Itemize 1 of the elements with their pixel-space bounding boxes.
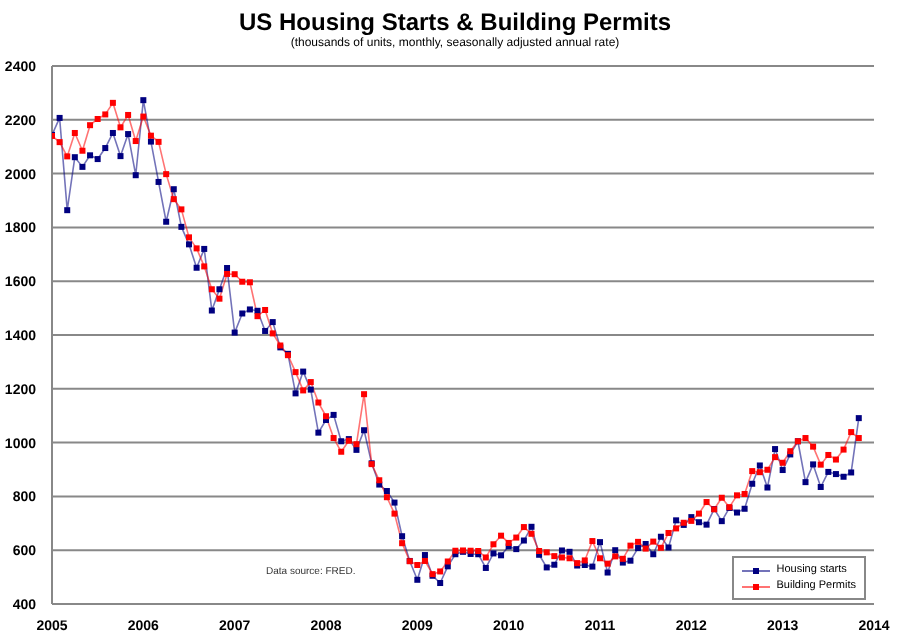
chart-title: US Housing Starts & Building Permits xyxy=(236,8,674,36)
